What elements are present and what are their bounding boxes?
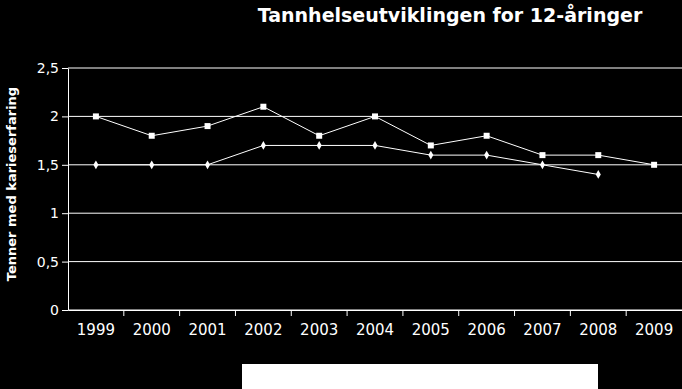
y-tick-mark [62, 310, 68, 311]
series-markers [93, 141, 600, 179]
x-tick-label: 1999 [77, 321, 115, 339]
grid-line [68, 213, 682, 214]
series-area [93, 104, 657, 179]
category-separators [124, 310, 626, 316]
x-tick-label: 2005 [412, 321, 450, 339]
y-tick: 2 [50, 108, 68, 124]
marker [651, 162, 657, 168]
category-separator [123, 310, 124, 316]
plot: 0 0,5 1 1,5 2 2,5 1999 2000 2001 2002 2003 2004 2005… [37, 60, 682, 339]
y-tick-label: 1 [50, 205, 59, 221]
y-tick-label: 1,5 [37, 157, 59, 173]
x-tick-label: 2008 [579, 321, 617, 339]
marker [149, 160, 154, 169]
y-tick-mark [62, 165, 68, 166]
x-tick: 2002 [244, 310, 282, 339]
series-line [96, 145, 598, 174]
grid-line [68, 261, 682, 262]
marker [484, 151, 489, 160]
marker [540, 160, 545, 169]
marker [428, 142, 434, 148]
x-tick: 2007 [523, 310, 561, 339]
category-separator [347, 310, 348, 316]
y-axis-line [68, 69, 69, 311]
x-tick: 2004 [356, 310, 394, 339]
category-separator [570, 310, 571, 316]
category-separator [179, 310, 180, 316]
marker [595, 152, 601, 158]
x-axis-line [69, 310, 682, 311]
x-tick-label: 2002 [244, 321, 282, 339]
x-tick: 2006 [468, 310, 506, 339]
x-tick-label: 2001 [188, 321, 226, 339]
x-axis: 1999 2000 2001 2002 2003 2004 2005 2006 2007 2008… [69, 310, 682, 339]
y-tick-label: 0,5 [37, 254, 59, 270]
category-separator [458, 310, 459, 316]
y-tick-mark [62, 68, 68, 69]
x-tick-label: 2006 [468, 321, 506, 339]
marker [484, 133, 490, 139]
x-tick: 2005 [412, 310, 450, 339]
y-tick: 2,5 [37, 60, 68, 76]
series-markers [93, 104, 657, 168]
x-tick: 2000 [133, 310, 171, 339]
x-tick-label: 2000 [133, 321, 171, 339]
marker [149, 133, 155, 139]
marker [316, 133, 322, 139]
marker [205, 160, 210, 169]
marker [539, 152, 545, 158]
marker [261, 141, 266, 150]
chart: 0 0,5 1 1,5 2 2,5 1999 2000 2001 2002 2003 2004 2005… [0, 0, 682, 389]
title: Tannhelseutviklingen for 12-åringer [258, 3, 643, 26]
marker [317, 141, 322, 150]
category-separator [626, 310, 627, 316]
marker [372, 141, 377, 150]
marker [93, 113, 99, 119]
x-tick: 2003 [300, 310, 338, 339]
y-tick: 0 [50, 302, 68, 318]
series-line [96, 107, 654, 165]
y-tick-label: 2 [50, 108, 59, 124]
x-tick-label: 2004 [356, 321, 394, 339]
marker [260, 104, 266, 110]
cover-box [242, 364, 598, 389]
x-tick: 2008 [579, 310, 617, 339]
x-tick-label: 2003 [300, 321, 338, 339]
y-tick-mark [62, 262, 68, 263]
grid-line [68, 310, 682, 311]
category-separator [514, 310, 515, 316]
category-separator [291, 310, 292, 316]
marker [205, 123, 211, 129]
y-tick: 1,5 [37, 157, 68, 173]
y-tick-mark [62, 116, 68, 117]
grid [68, 68, 682, 310]
y-tick-label: 2,5 [37, 60, 59, 76]
category-separator [235, 310, 236, 316]
grid-line [68, 68, 682, 69]
marker [428, 151, 433, 160]
marker [93, 160, 98, 169]
x-tick: 2001 [188, 310, 226, 339]
y-tick: 1 [50, 205, 68, 221]
x-tick-label: 2009 [635, 321, 673, 339]
y-tick-label: 0 [50, 302, 59, 318]
marker [372, 113, 378, 119]
category-separator [402, 310, 403, 316]
y-tick: 0,5 [37, 254, 68, 270]
x-tick-label: 2007 [523, 321, 561, 339]
y-tick-mark [62, 213, 68, 214]
y-axis-title: Tenner med karieserfaring [4, 87, 19, 281]
y-axis: 0 0,5 1 1,5 2 2,5 [37, 60, 69, 318]
x-tick: 1999 [77, 310, 115, 339]
marker [596, 170, 601, 179]
x-tick: 2009 [635, 310, 673, 339]
